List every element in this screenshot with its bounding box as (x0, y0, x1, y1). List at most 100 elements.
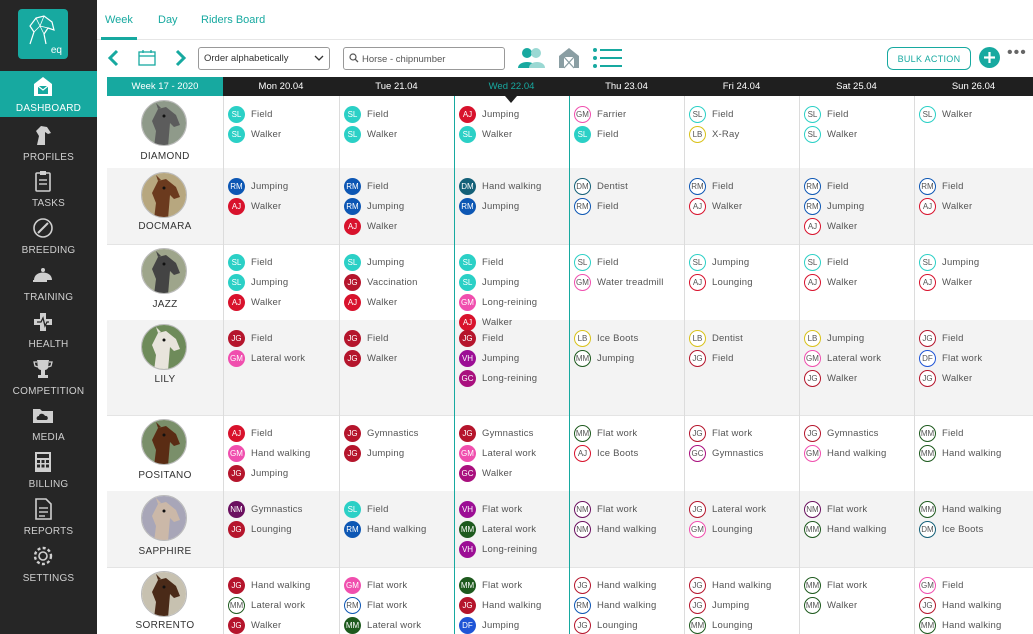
task-item[interactable]: SL Walker (228, 126, 336, 144)
task-item[interactable]: LB Jumping (804, 330, 911, 348)
app-logo[interactable]: eq (18, 9, 68, 59)
task-item[interactable]: AJ Walker (228, 294, 336, 312)
task-item[interactable]: DM Hand walking (459, 178, 566, 196)
horse-avatar[interactable] (141, 100, 187, 146)
task-item[interactable]: NM Gymnastics (228, 501, 336, 519)
task-item[interactable]: MM Flat work (459, 577, 566, 595)
task-item[interactable]: DM Ice Boots (919, 521, 1030, 539)
horse-profile[interactable]: SORRENTO (107, 568, 223, 634)
horse-avatar[interactable] (141, 495, 187, 541)
task-item[interactable]: JG Lateral work (689, 501, 796, 519)
horse-name[interactable]: DOCMARA (138, 221, 192, 232)
task-item[interactable]: JG Hand walking (574, 577, 681, 595)
task-item[interactable]: DF Jumping (459, 617, 566, 634)
task-item[interactable]: AJ Walker (228, 198, 336, 216)
horse-name[interactable]: LILY (154, 374, 176, 385)
day-header[interactable]: Wed 22.04 (454, 77, 569, 96)
task-item[interactable]: MM Jumping (574, 350, 681, 368)
task-item[interactable]: JG Vaccination (344, 274, 451, 292)
task-item[interactable]: SL Field (574, 126, 681, 144)
next-week-icon[interactable] (172, 49, 188, 67)
day-header[interactable]: Mon 20.04 (223, 77, 339, 96)
task-item[interactable]: MM Lateral work (228, 597, 336, 615)
task-item[interactable]: GM Lateral work (804, 350, 911, 368)
task-item[interactable]: SL Walker (919, 106, 1030, 124)
task-item[interactable]: MM Hand walking (919, 445, 1030, 463)
task-item[interactable]: LB Dentist (689, 330, 796, 348)
task-item[interactable]: AJ Ice Boots (574, 445, 681, 463)
add-button[interactable] (979, 47, 1000, 68)
task-item[interactable]: JG Hand walking (919, 597, 1030, 615)
task-item[interactable]: SL Field (228, 254, 336, 272)
order-select[interactable]: Order alphabetically (198, 47, 330, 70)
day-header[interactable]: Tue 21.04 (339, 77, 454, 96)
task-item[interactable]: JG Field (919, 330, 1030, 348)
task-item[interactable]: VH Long-reining (459, 541, 566, 559)
task-item[interactable]: SL Walker (459, 126, 566, 144)
task-item[interactable]: GM Hand walking (804, 445, 911, 463)
task-item[interactable]: MM Hand walking (919, 617, 1030, 634)
task-item[interactable]: MM Flat work (574, 425, 681, 443)
tab-week[interactable]: Week (101, 14, 137, 40)
task-item[interactable]: JG Field (689, 350, 796, 368)
task-item[interactable]: AJ Walker (459, 314, 566, 332)
task-item[interactable]: SL Field (344, 501, 451, 519)
sidebar-item-tasks[interactable]: TASKS (0, 166, 97, 212)
task-item[interactable]: MM Hand walking (919, 501, 1030, 519)
task-item[interactable]: LB Ice Boots (574, 330, 681, 348)
task-item[interactable]: AJ Walker (344, 294, 451, 312)
task-item[interactable]: JG Walker (344, 350, 451, 368)
task-item[interactable]: MM Lateral work (344, 617, 451, 634)
task-item[interactable]: AJ Jumping (459, 106, 566, 124)
task-item[interactable]: RM Field (344, 178, 451, 196)
horse-avatar[interactable] (141, 419, 187, 465)
task-item[interactable]: GM Water treadmill (574, 274, 681, 292)
task-item[interactable]: MM Walker (804, 597, 911, 615)
task-item[interactable]: SL Field (459, 254, 566, 272)
task-item[interactable]: SL Jumping (228, 274, 336, 292)
task-item[interactable]: JG Field (344, 330, 451, 348)
horse-name[interactable]: SORRENTO (135, 620, 195, 631)
horse-profile[interactable]: SAPPHIRE (107, 492, 223, 567)
horse-name[interactable]: DIAMOND (140, 151, 190, 162)
task-item[interactable]: GM Field (919, 577, 1030, 595)
task-item[interactable]: JG Lounging (228, 521, 336, 539)
task-item[interactable]: AJ Walker (919, 274, 1030, 292)
task-item[interactable]: GM Hand walking (228, 445, 336, 463)
more-options-icon[interactable]: ••• (1007, 44, 1027, 61)
previous-week-icon[interactable] (106, 49, 122, 67)
task-item[interactable]: NM Flat work (574, 501, 681, 519)
task-item[interactable]: AJ Walker (344, 218, 451, 236)
task-item[interactable]: SL Jumping (344, 254, 451, 272)
task-item[interactable]: SL Jumping (919, 254, 1030, 272)
task-item[interactable]: SL Field (344, 106, 451, 124)
task-item[interactable]: RM Flat work (344, 597, 451, 615)
sidebar-item-dashboard[interactable]: DASHBOARD (0, 71, 97, 117)
task-item[interactable]: AJ Walker (919, 198, 1030, 216)
task-item[interactable]: GC Gymnastics (689, 445, 796, 463)
task-item[interactable]: VH Jumping (459, 350, 566, 368)
task-item[interactable]: VH Flat work (459, 501, 566, 519)
task-item[interactable]: RM Field (574, 198, 681, 216)
horse-profile[interactable]: LILY (107, 321, 223, 415)
task-item[interactable]: RM Field (919, 178, 1030, 196)
task-item[interactable]: JG Hand walking (459, 597, 566, 615)
task-item[interactable]: JG Gymnastics (344, 425, 451, 443)
horse-avatar[interactable] (141, 248, 187, 294)
day-header[interactable]: Thu 23.04 (569, 77, 684, 96)
task-item[interactable]: GM Long-reining (459, 294, 566, 312)
bulk-action-button[interactable]: BULK ACTION (887, 47, 971, 70)
horse-profile[interactable]: POSITANO (107, 416, 223, 491)
horse-profile[interactable]: JAZZ (107, 245, 223, 320)
day-header[interactable]: Fri 24.04 (684, 77, 799, 96)
task-item[interactable]: RM Jumping (804, 198, 911, 216)
task-item[interactable]: GC Walker (459, 465, 566, 483)
task-item[interactable]: AJ Field (228, 425, 336, 443)
task-item[interactable]: AJ Walker (689, 198, 796, 216)
task-item[interactable]: JG Jumping (689, 597, 796, 615)
tab-day[interactable]: Day (158, 14, 178, 26)
sidebar-item-breeding[interactable]: BREEDING (0, 213, 97, 259)
task-item[interactable]: SL Field (804, 254, 911, 272)
task-item[interactable]: SL Walker (344, 126, 451, 144)
task-item[interactable]: RM Field (689, 178, 796, 196)
